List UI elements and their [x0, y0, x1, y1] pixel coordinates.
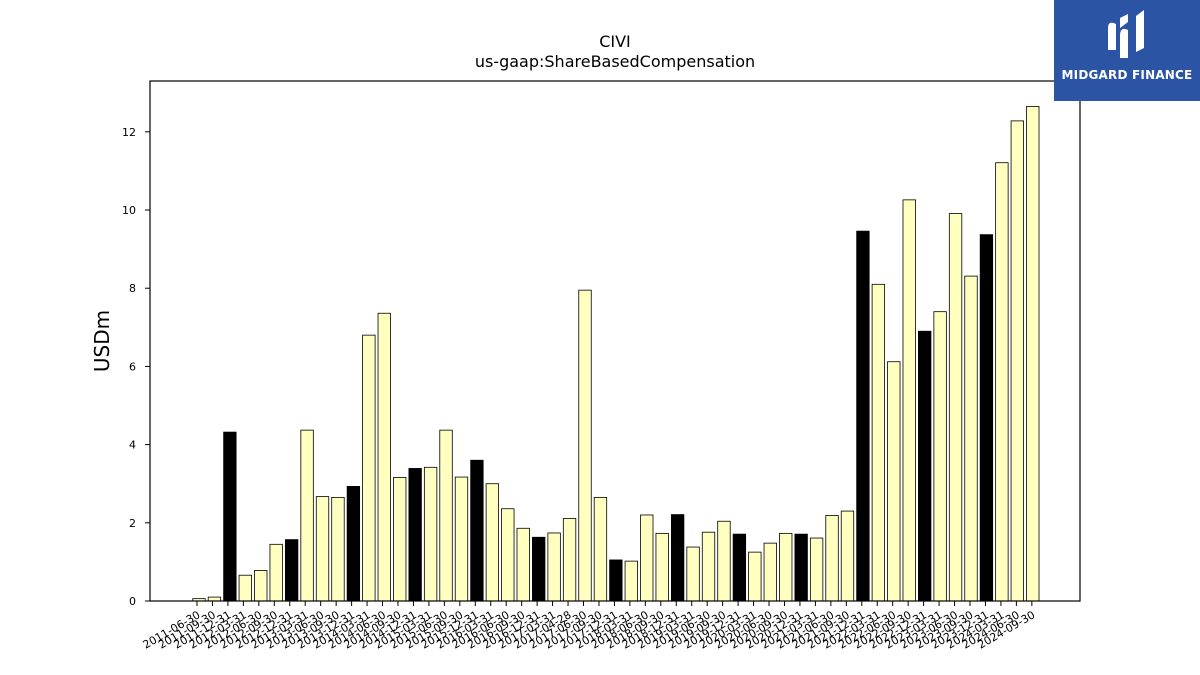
bar-2021-06-30: [809, 537, 824, 602]
bar-2015-12-31: [470, 459, 484, 602]
bar-2020-09-30: [763, 542, 777, 602]
bar-2020-03-31: [732, 533, 747, 602]
bar-2015-03-31: [423, 466, 438, 602]
y-tick-label: 8: [129, 282, 136, 295]
bar-2020-12-31: [779, 532, 793, 602]
bar-2014-09-30: [393, 477, 407, 602]
bar-2021-12-31: [840, 510, 855, 602]
bar-2013-12-31: [346, 486, 361, 602]
chart-subtitle: us-gaap:ShareBasedCompensation: [474, 52, 756, 71]
bar-2023-03-31: [918, 330, 932, 602]
bar-2016-06-30: [501, 508, 515, 602]
bar-2013-09-30: [331, 496, 345, 602]
bar-2016-03-31: [485, 483, 500, 602]
bar-2014-03-31: [362, 334, 376, 602]
bar-2022-03-31: [856, 230, 870, 602]
bar-2017-03-31: [547, 532, 561, 602]
bar-2021-09-30: [825, 514, 839, 602]
bar-2011-12-31: [223, 431, 237, 602]
bar-2024-03-31: [979, 234, 994, 602]
bar-2013-03-31: [300, 429, 314, 602]
bar-2019-03-31: [670, 514, 685, 602]
bar-2020-06-30: [748, 551, 762, 602]
y-tick-label: 0: [129, 595, 136, 608]
bar-2024-09-30: [1010, 120, 1024, 602]
bars-group: [192, 106, 1040, 602]
bar-2021-03-31: [794, 533, 808, 602]
x-axis: 2011-06-302011-09-302011-12-312012-03-31…: [141, 601, 1037, 652]
bar-2014-06-30: [377, 312, 391, 602]
bar-2023-12-31: [964, 275, 978, 602]
bar-2012-12-31: [284, 539, 299, 602]
brand-name: MIDGARD FINANCE: [1061, 68, 1193, 82]
bar-2012-09-30: [269, 543, 283, 602]
bar-2023-09-30: [948, 213, 963, 602]
bar-2015-06-30: [439, 429, 453, 602]
bar-2012-06-30: [254, 570, 268, 602]
bar-2017-06-30: [562, 518, 577, 602]
bar-2019-09-30: [701, 531, 716, 602]
plot-frame: [149, 80, 1081, 602]
brand-logo: MIDGARD FINANCE: [1054, 0, 1200, 101]
bar-2015-09-30: [454, 476, 469, 602]
bar-2022-06-30: [871, 283, 886, 602]
chart-title: CIVI: [599, 32, 631, 51]
bar-2017-12-31: [593, 496, 608, 602]
y-tick-label: 2: [129, 517, 136, 530]
y-axis: 0 2 4 6 8 10 12: [122, 126, 150, 608]
bar-2016-12-31: [532, 536, 546, 602]
bar-2024-06-30: [995, 162, 1009, 602]
bar-2023-06-30: [933, 311, 947, 602]
bar-2018-09-30: [640, 514, 654, 602]
y-tick-label: 12: [122, 126, 136, 139]
y-tick-label: 6: [129, 360, 136, 373]
bar-2018-03-31: [609, 559, 623, 602]
bar-2018-12-31: [655, 532, 669, 602]
y-tick-label: 4: [129, 439, 136, 452]
bar-2013-06-30: [315, 496, 330, 602]
bar-2012-03-31: [238, 574, 252, 602]
y-axis-label: USDm: [90, 310, 114, 372]
bar-2018-06-30: [624, 560, 638, 602]
bar-undefined: [1026, 106, 1040, 602]
bar-2017-09-30: [578, 289, 592, 602]
bar-2019-12-31: [717, 520, 731, 602]
bar-2016-09-30: [516, 527, 530, 602]
bar-2022-09-30: [887, 361, 901, 602]
midgard-logo-icon: [1108, 10, 1144, 58]
bar-2014-12-31: [408, 468, 422, 602]
bar-2022-12-31: [902, 199, 916, 602]
y-tick-label: 10: [122, 204, 136, 217]
bar-2019-06-30: [686, 546, 700, 602]
